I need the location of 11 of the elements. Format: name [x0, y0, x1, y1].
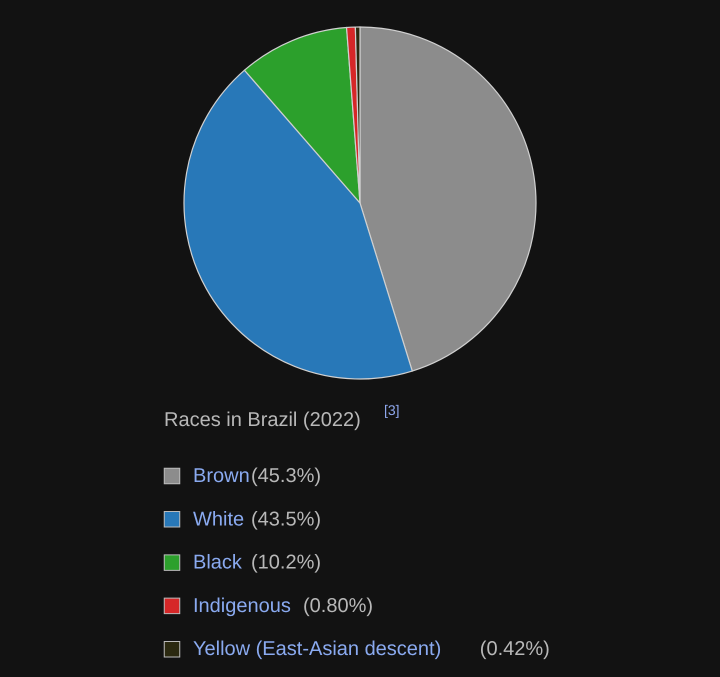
data-label: (0.42%): [480, 638, 550, 660]
legend-label: Brown: [193, 465, 250, 487]
legend-label: Black: [193, 552, 243, 574]
data-label: (10.2%): [251, 552, 322, 574]
text: Races in Brazil (2022)[3]: [164, 402, 400, 431]
legend-label: White: [193, 508, 244, 530]
data-label: (45.3%): [251, 465, 322, 487]
data-label: (43.5%): [251, 508, 322, 530]
legend-label: Yellow (East-Asian descent): [193, 638, 442, 660]
legend-label: Indigenous: [193, 594, 291, 617]
data-label: (0.80%): [303, 594, 374, 617]
